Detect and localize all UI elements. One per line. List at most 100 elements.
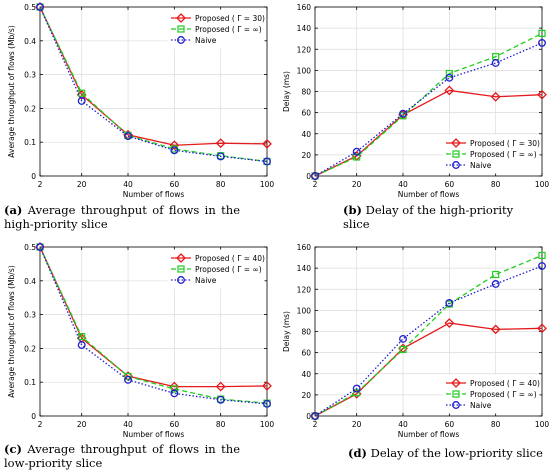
- data-point: [263, 399, 271, 408]
- y-tick-label: 0.1: [24, 138, 36, 147]
- legend-label: Proposed ( Γ = 30): [195, 14, 265, 23]
- y-tick-label: 140: [297, 264, 312, 273]
- data-point: [445, 299, 454, 307]
- data-point: [36, 3, 44, 11]
- data-point: [538, 251, 546, 260]
- data-point: [444, 85, 455, 96]
- series-line: [314, 322, 543, 417]
- series-line: [314, 89, 543, 177]
- chart-c-throughput-low-priority: 0 0.1 0.2 0.3 0.4 0.5 2 20 40 60 80 100 Number of fl…: [7, 242, 274, 439]
- x-tick-label: 60: [445, 420, 455, 429]
- y-tick-label: 0.5: [24, 3, 36, 12]
- series-circle: [36, 3, 271, 166]
- data-point: [215, 381, 226, 392]
- legend-label: Naive: [470, 161, 492, 170]
- data-point: [399, 334, 407, 343]
- y-tick-label: 20: [301, 391, 311, 400]
- y-tick-label: 0.1: [24, 378, 36, 387]
- data-point: [538, 262, 546, 270]
- data-point: [537, 323, 547, 334]
- legend-marker: [177, 265, 185, 273]
- data-point: [353, 389, 361, 397]
- legend: Proposed ( Γ = 40) Proposed ( Γ = ∞) Naive: [167, 249, 265, 289]
- y-tick-label: 0.3: [24, 311, 36, 320]
- data-point: [492, 270, 500, 279]
- series-line: [39, 246, 268, 404]
- legend-marker: [177, 25, 185, 33]
- data-point: [262, 380, 272, 391]
- x-tick-label: 100: [535, 180, 550, 189]
- series-line: [314, 265, 543, 417]
- y-tick-label: 120: [297, 45, 312, 54]
- data-point: [353, 153, 361, 161]
- caption-d-tag: (d): [348, 446, 367, 460]
- data-point: [215, 138, 226, 149]
- data-point: [490, 324, 501, 335]
- data-point: [399, 345, 407, 354]
- chart-d-delay-low-priority: 0 20 40 60 80 100 120 140 160 2 20 40 60 80 100 Number …: [282, 243, 550, 439]
- plot-frame: [39, 6, 268, 177]
- data-point: [36, 243, 44, 251]
- series-line: [39, 246, 268, 405]
- legend-marker: [176, 253, 186, 263]
- y-tick-label: 0.4: [24, 277, 36, 286]
- data-point: [262, 138, 272, 149]
- x-tick-label: 20: [77, 420, 87, 429]
- legend-label: Proposed ( Γ = 30): [470, 139, 540, 148]
- legend-label: Proposed ( Γ = 40): [470, 379, 540, 388]
- data-point: [216, 395, 225, 404]
- y-tick-label: 160: [297, 3, 312, 12]
- legend-label: Naive: [195, 276, 217, 285]
- data-point: [490, 91, 501, 102]
- caption-c: (c) Average throughput of flows in the l…: [4, 442, 240, 470]
- data-point: [491, 59, 500, 67]
- legend-label: Naive: [195, 36, 217, 45]
- caption-c-tag: (c): [4, 442, 22, 456]
- y-tick-label: 160: [297, 243, 312, 252]
- y-tick-label: 20: [301, 151, 311, 160]
- series-circle: [36, 243, 271, 408]
- caption-b-text: Delay of the high-priority slice: [343, 203, 514, 231]
- y-axis-label: Average throughput of flows (Mb/s): [7, 265, 16, 397]
- data-point: [491, 280, 500, 288]
- y-tick-label: 100: [297, 306, 312, 315]
- data-point: [170, 146, 179, 155]
- legend-marker: [176, 13, 186, 23]
- y-tick-label: 0.2: [24, 104, 36, 113]
- data-point: [352, 384, 361, 393]
- x-tick-label: 60: [445, 180, 455, 189]
- caption-b: (b) Delay of the high-priority slice: [343, 203, 543, 231]
- series-line: [39, 6, 268, 163]
- data-point: [78, 332, 86, 341]
- x-tick-label: 2: [38, 180, 43, 189]
- x-tick-label: 100: [260, 180, 275, 189]
- x-tick-label: 60: [170, 180, 180, 189]
- y-tick-label: 40: [301, 130, 311, 139]
- plot-frame: [39, 246, 268, 417]
- legend-label: Proposed ( Γ = ∞): [470, 390, 537, 399]
- legend-label: Proposed ( Γ = ∞): [195, 25, 262, 34]
- x-tick-label: 100: [535, 420, 550, 429]
- legend-marker: [451, 138, 461, 148]
- legend-marker: [452, 161, 460, 169]
- legend-marker: [177, 276, 185, 284]
- caption-a: (a) Average throughput of flows in the h…: [4, 203, 240, 231]
- chart-b-delay-high-priority: 0 20 40 60 80 100 120 140 160 2 20 40 60 80 100 Number …: [282, 3, 550, 199]
- y-tick-label: 100: [297, 66, 312, 75]
- x-tick-label: 40: [123, 180, 133, 189]
- x-axis-label: Number of flows: [123, 430, 185, 439]
- legend-marker: [452, 390, 460, 398]
- y-tick-label: 0: [31, 412, 36, 421]
- data-point: [311, 412, 319, 420]
- x-tick-label: 80: [491, 420, 501, 429]
- x-tick-label: 40: [123, 420, 133, 429]
- x-tick-label: 2: [38, 420, 43, 429]
- x-tick-label: 80: [216, 180, 226, 189]
- legend-marker: [451, 378, 461, 388]
- y-tick-label: 0: [306, 172, 311, 181]
- y-axis-label: Delay (ms): [282, 71, 291, 112]
- data-point: [352, 147, 361, 156]
- data-point: [263, 157, 271, 166]
- data-point: [445, 69, 453, 78]
- caption-a-text: Average throughput of flows in the high-…: [4, 203, 241, 231]
